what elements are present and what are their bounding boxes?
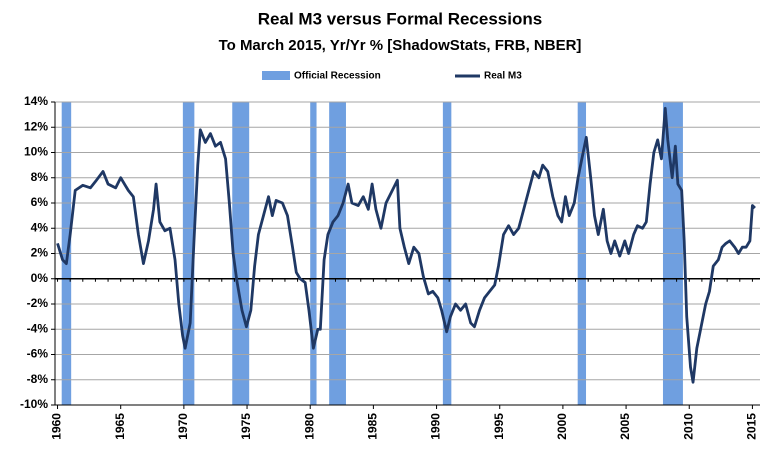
y-tick-label: 10% [24, 145, 48, 159]
y-tick-label: -4% [27, 321, 49, 335]
y-tick-label: -6% [27, 347, 49, 361]
x-tick-label: 1965 [113, 413, 127, 440]
x-tick-label: 2000 [555, 413, 569, 440]
x-tick-label: 2010 [681, 413, 695, 440]
y-tick-label: -10% [20, 397, 48, 411]
chart-subtitle: To March 2015, Yr/Yr % [ShadowStats, FRB… [219, 37, 582, 54]
x-tick-label: 1970 [176, 413, 190, 440]
y-tick-label: 2% [31, 246, 49, 260]
y-tick-label: 0% [31, 271, 49, 285]
line-series [56, 106, 756, 384]
y-tick-label: 4% [31, 220, 49, 234]
x-tick-label: 1980 [302, 413, 316, 440]
legend-label: Official Recession [294, 71, 381, 82]
x-tick-label: 1990 [429, 413, 443, 440]
y-tick-label: -8% [27, 372, 49, 386]
x-tick-label: 2005 [618, 413, 632, 440]
legend-label: Real M3 [484, 71, 522, 82]
legend: Official Recession Real M3 [262, 71, 522, 82]
y-tick-label: 8% [31, 170, 49, 184]
y-tick-label: 12% [24, 119, 48, 133]
chart-title: Real M3 versus Formal Recessions [258, 9, 542, 28]
x-tick-label: 1975 [239, 413, 253, 440]
y-tick-label: -2% [27, 296, 49, 310]
x-tick-label: 1995 [492, 413, 506, 440]
x-tick-label: 1960 [50, 413, 64, 440]
x-tick-label: 2015 [745, 413, 759, 440]
legend-swatch [262, 71, 290, 80]
y-tick-label: 6% [31, 195, 49, 209]
x-tick-label: 1985 [366, 413, 380, 440]
y-tick-label: 14% [24, 94, 48, 108]
